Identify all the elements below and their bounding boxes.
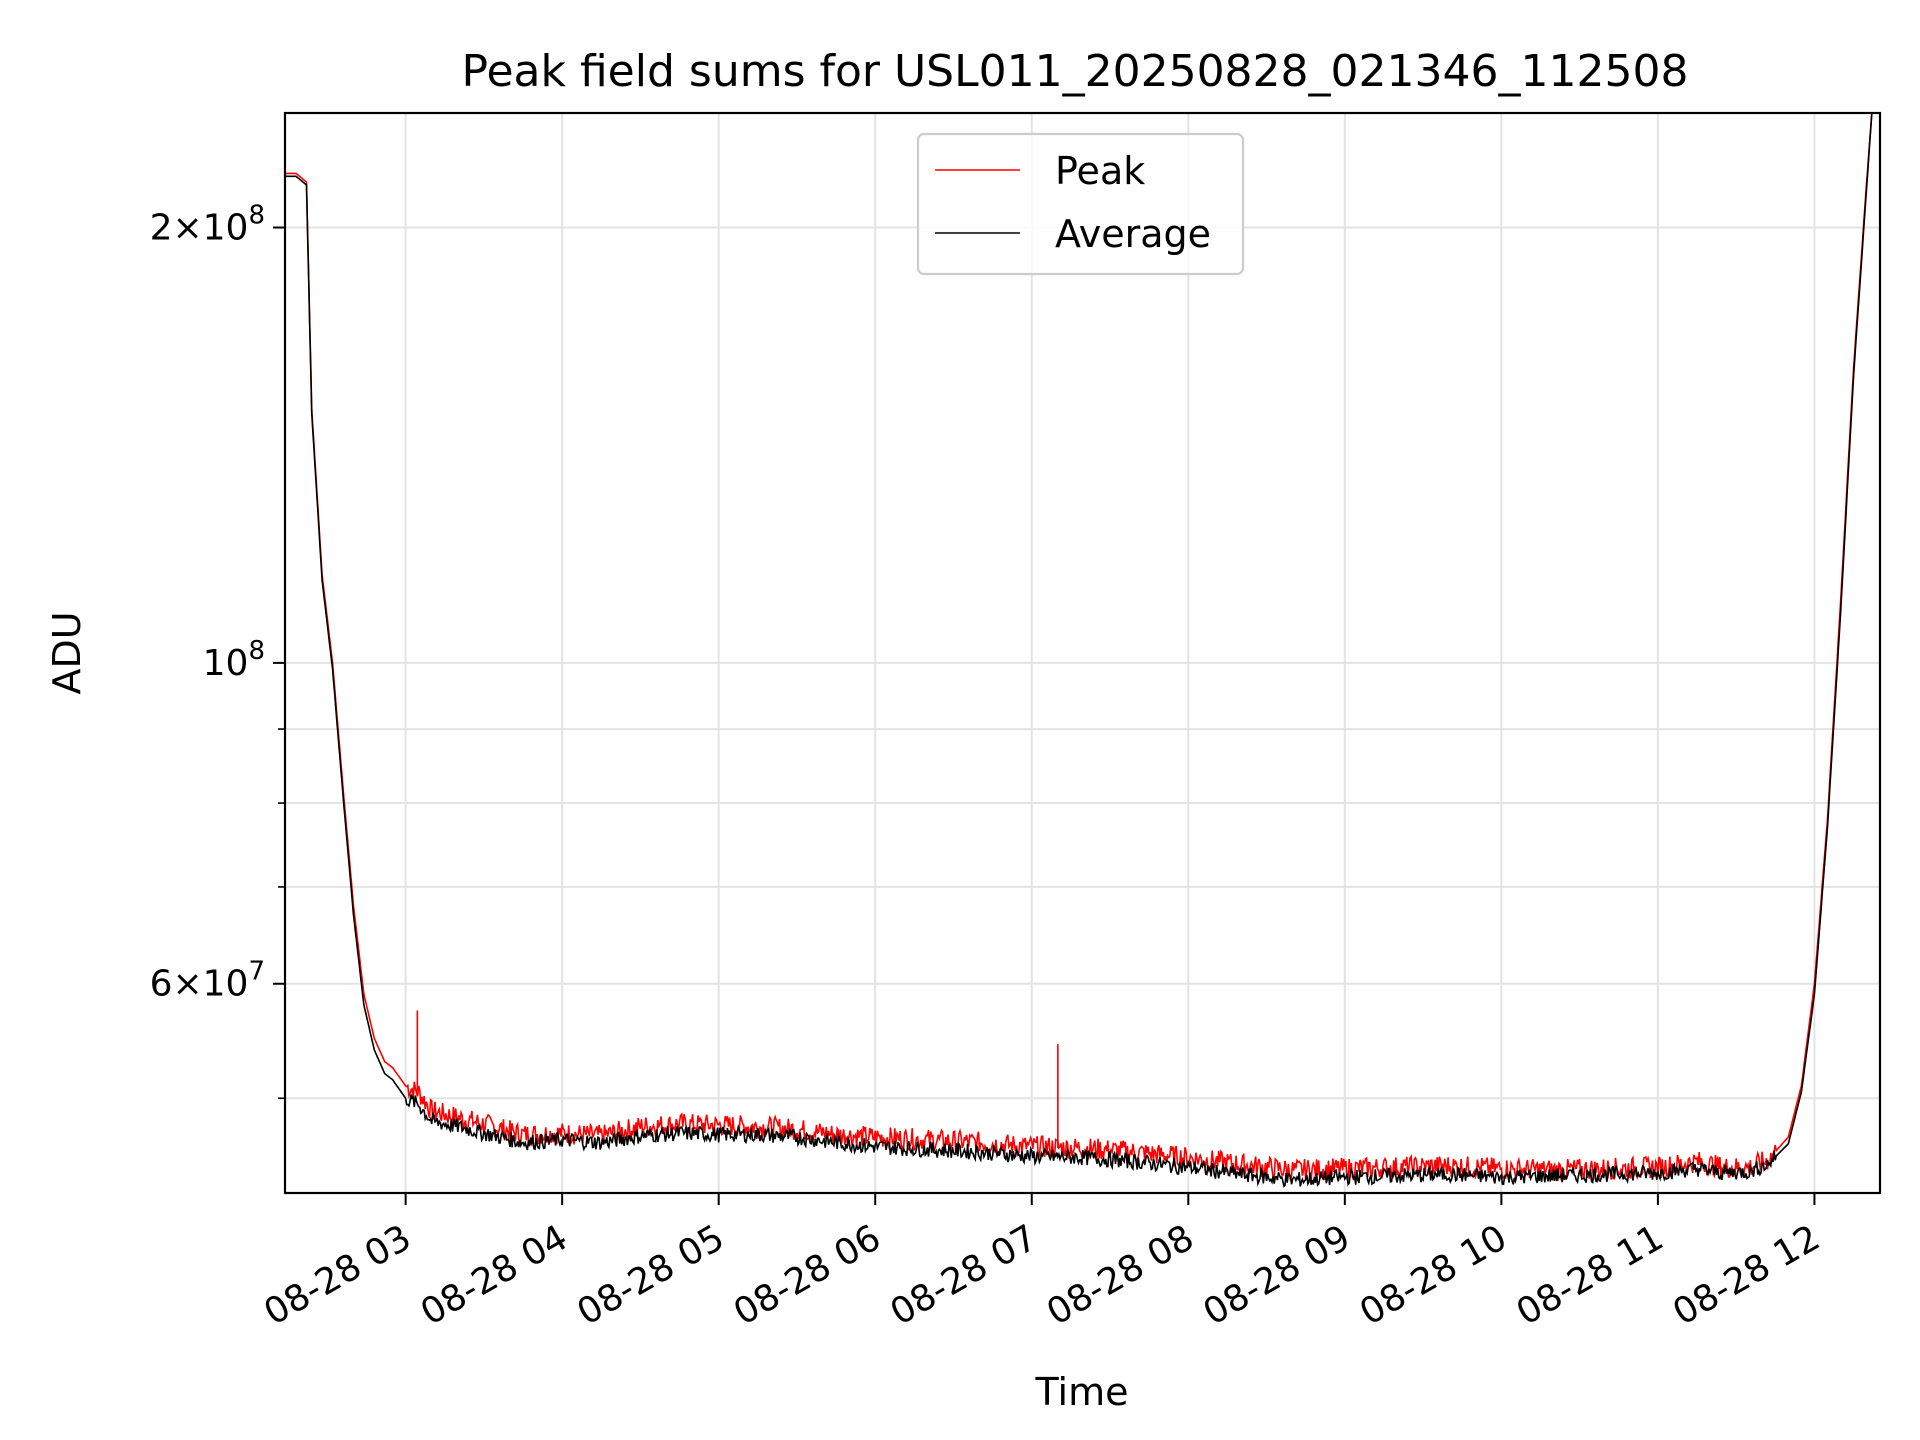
x-tick-label: 08-28 11 (1510, 1217, 1671, 1333)
y-tick-label: 2×108 (150, 201, 265, 249)
legend: Peak Average (916, 132, 1245, 276)
plot-frame (283, 111, 1882, 1195)
legend-box (916, 132, 1245, 276)
x-tick-label: 08-28 08 (1040, 1217, 1201, 1333)
legend-label-peak: Peak (1055, 149, 1145, 193)
x-tick-label: 08-28 03 (257, 1217, 418, 1333)
y-tick-label: 108 (203, 636, 265, 684)
legend-label-average: Average (1055, 212, 1211, 256)
y-tick-label: 6×107 (150, 957, 265, 1005)
x-tick-label: 08-28 05 (571, 1217, 732, 1333)
x-tick-label: 08-28 07 (884, 1217, 1045, 1333)
x-tick-label: 08-28 12 (1666, 1217, 1827, 1333)
x-tick-label: 08-28 04 (414, 1217, 575, 1333)
plot-area (285, 113, 1873, 1188)
chart-title: Peak field sums for USL011_20250828_0213… (462, 46, 1689, 97)
x-tick-label: 08-28 06 (727, 1217, 888, 1333)
x-axis-label: Time (1035, 1370, 1129, 1414)
y-axis-label: ADU (45, 611, 89, 694)
y-axis: 6×107 108 2×108 (150, 201, 285, 1100)
x-tick-label: 08-28 10 (1353, 1217, 1514, 1333)
x-tick-label: 08-28 09 (1197, 1217, 1358, 1333)
series-line-average (285, 113, 1873, 1188)
